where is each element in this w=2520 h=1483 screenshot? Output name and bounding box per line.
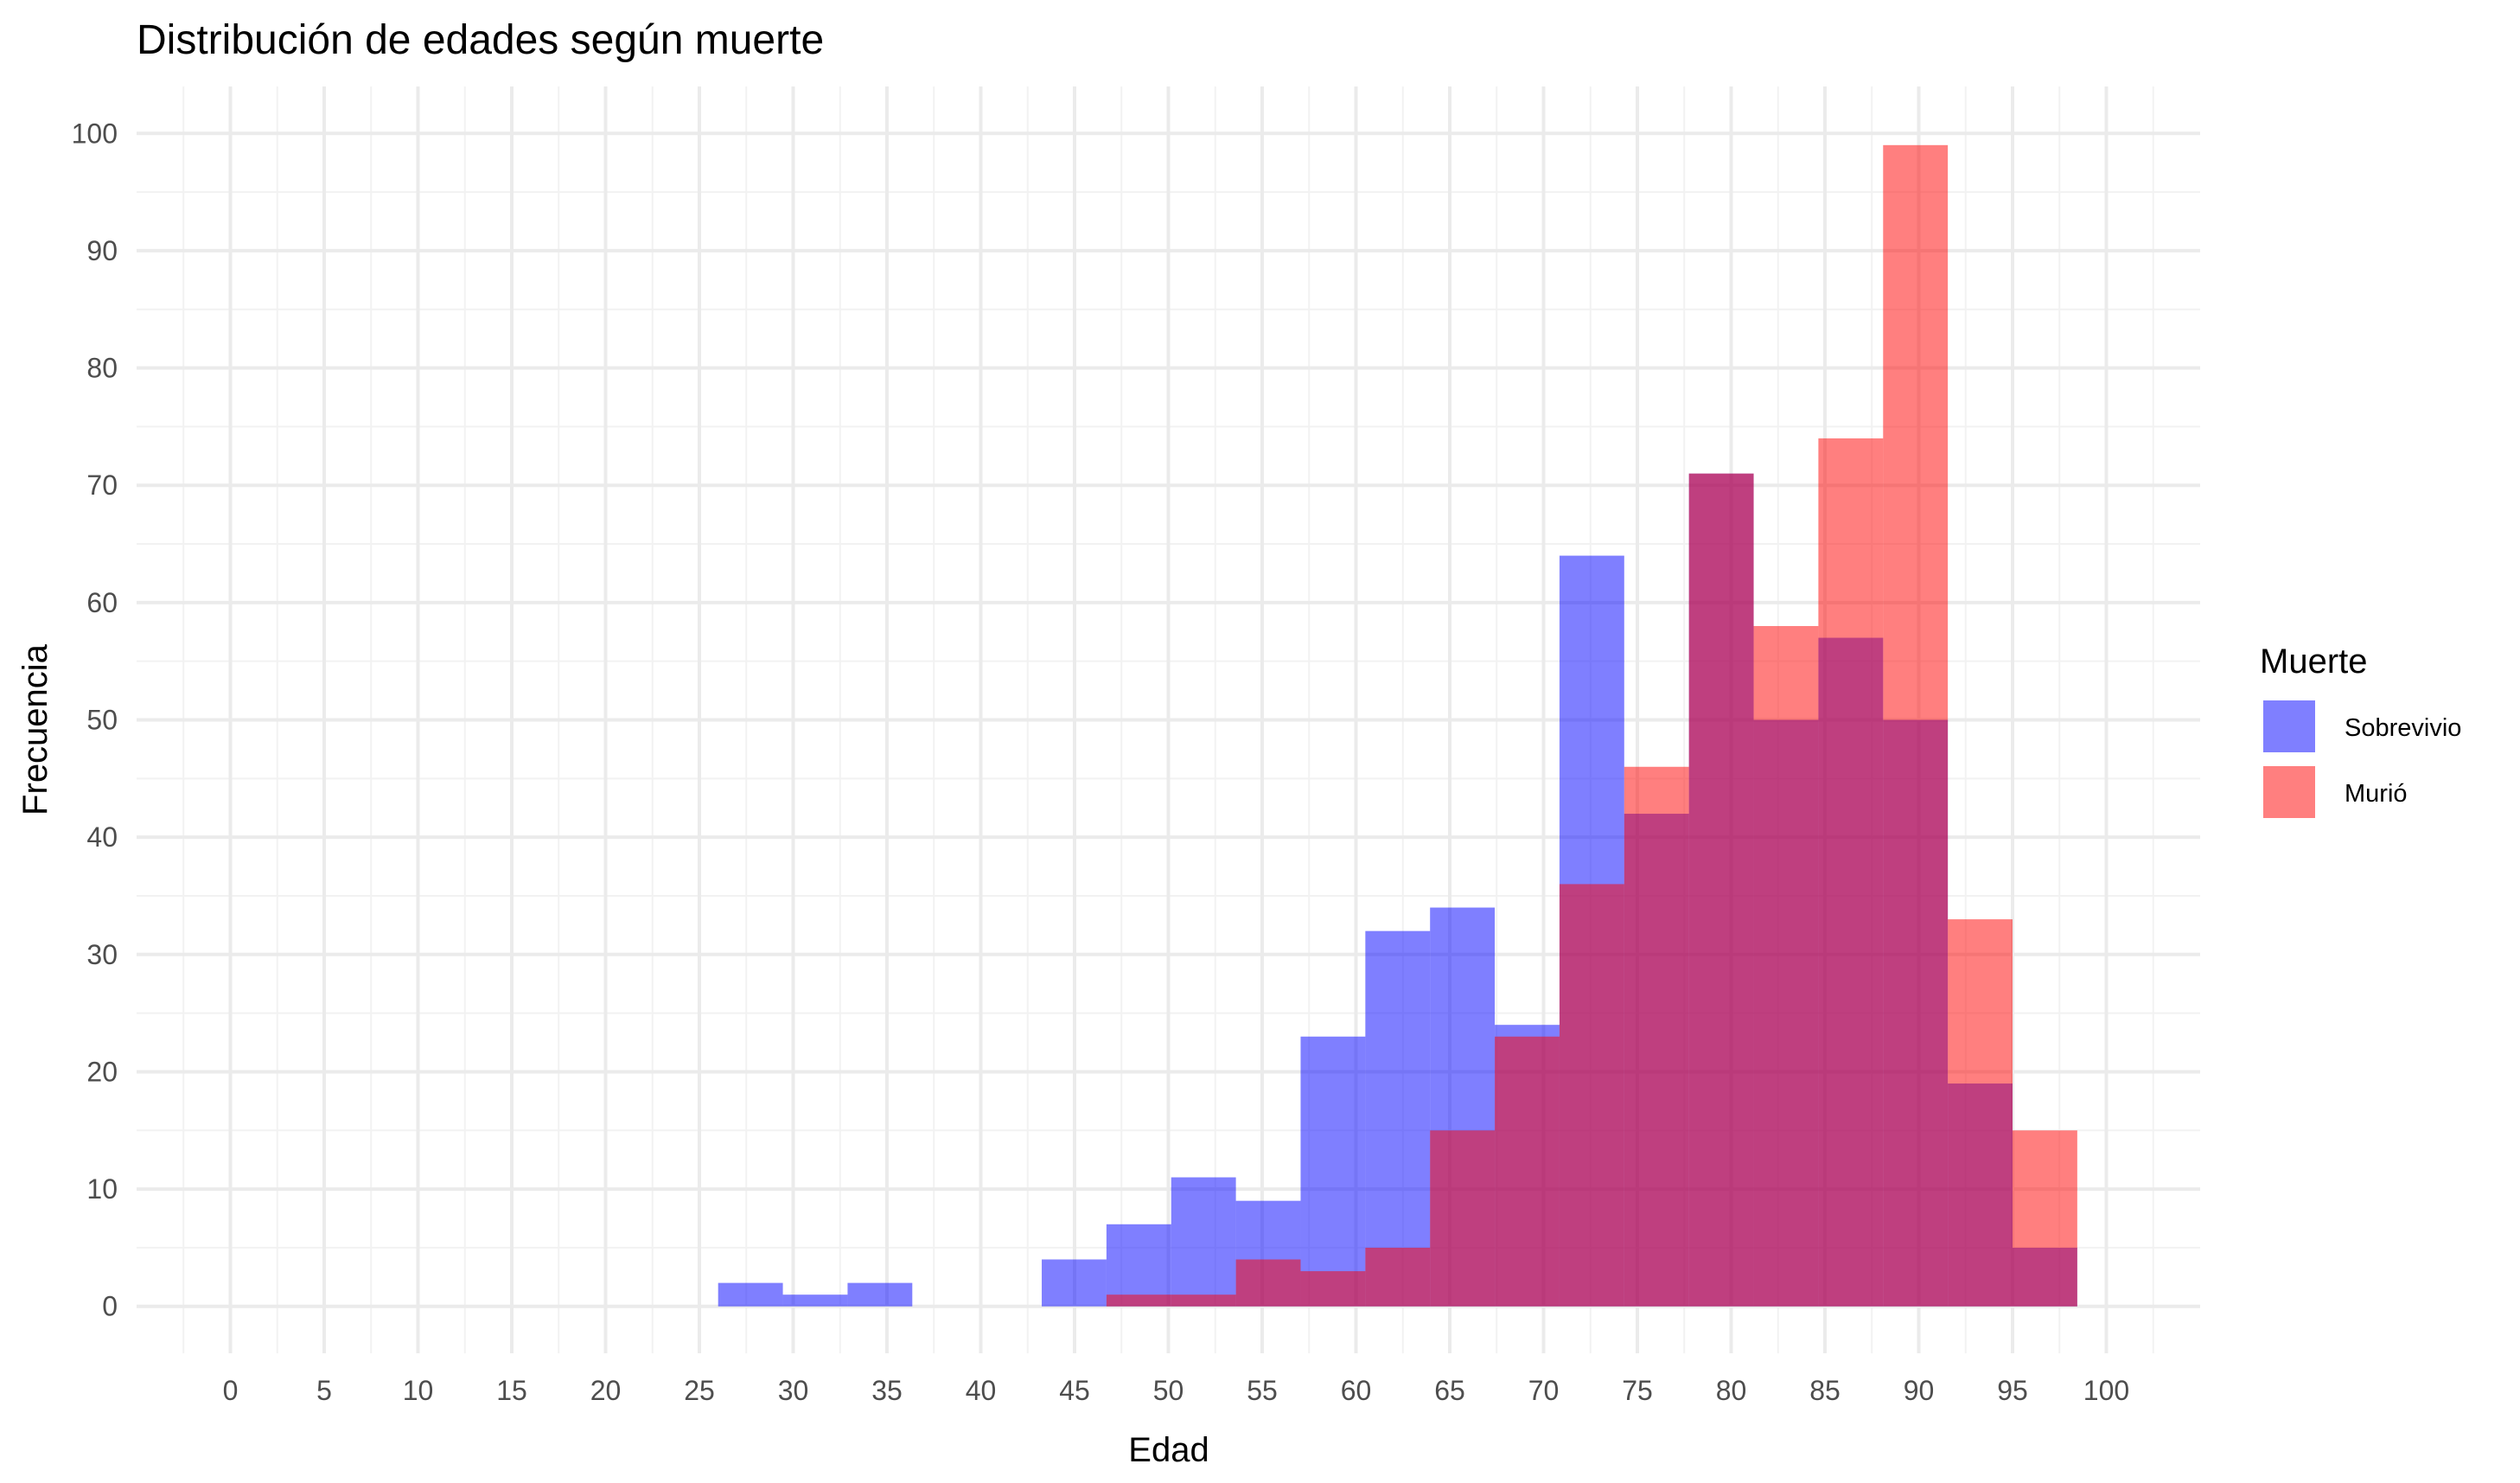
- y-tick-label: 90: [86, 235, 118, 266]
- x-tick-label: 25: [684, 1375, 715, 1406]
- legend-label: Murió: [2345, 780, 2408, 808]
- x-tick-label: 50: [1153, 1375, 1184, 1406]
- y-tick-label: 70: [86, 470, 118, 501]
- x-tick-label: 80: [1716, 1375, 1747, 1406]
- x-tick-label: 60: [1341, 1375, 1372, 1406]
- bar: [1106, 1294, 1171, 1307]
- series-2: [1106, 144, 2077, 1307]
- y-tick-label: 0: [102, 1291, 118, 1322]
- legend-swatch: [2263, 700, 2315, 752]
- y-tick-label: 40: [86, 821, 118, 853]
- legend: Muerte Sobrevivio Murió: [2260, 642, 2461, 821]
- x-tick-label: 45: [1059, 1375, 1090, 1406]
- x-tick-label: 95: [1997, 1375, 2028, 1406]
- bar: [1559, 884, 1624, 1307]
- bar: [847, 1282, 913, 1307]
- bar: [718, 1282, 783, 1307]
- bar: [1300, 1036, 1366, 1307]
- x-tick-label: 70: [1528, 1375, 1560, 1406]
- chart-title: Distribución de edades según muerte: [137, 17, 824, 63]
- y-tick-label: 50: [86, 705, 118, 736]
- y-tick-label: 80: [86, 353, 118, 384]
- bar: [1624, 766, 1689, 1307]
- bar: [1495, 1036, 1560, 1307]
- bar: [1818, 438, 1884, 1307]
- legend-items: Sobrevivio Murió: [2260, 697, 2461, 821]
- x-tick-label: 90: [1904, 1375, 1935, 1406]
- x-axis-title: Edad: [1128, 1431, 1209, 1469]
- bar: [1883, 144, 1949, 1307]
- x-tick-label: 5: [316, 1375, 332, 1406]
- y-tick-label: 100: [72, 118, 118, 149]
- x-tick-label: 0: [223, 1375, 239, 1406]
- x-axis-ticks: 0 5 10 15 20 25 30 35 40 45 50 55 60 65 70 75 80 85 90 95 10…: [223, 1375, 2130, 1406]
- x-tick-label: 100: [2083, 1375, 2129, 1406]
- x-tick-label: 40: [966, 1375, 997, 1406]
- y-tick-label: 30: [86, 939, 118, 970]
- bar: [1042, 1259, 1107, 1307]
- legend-label: Sobrevivio: [2345, 714, 2461, 742]
- bar: [1235, 1259, 1301, 1307]
- bar: [1171, 1294, 1236, 1307]
- x-tick-label: 85: [1809, 1375, 1841, 1406]
- y-tick-label: 20: [86, 1056, 118, 1087]
- y-tick-label: 10: [86, 1173, 118, 1205]
- y-tick-label: 60: [86, 587, 118, 618]
- x-tick-label: 65: [1434, 1375, 1465, 1406]
- bar: [1948, 919, 2013, 1307]
- bars: [718, 144, 2077, 1307]
- bar: [1688, 473, 1754, 1307]
- bar: [1365, 1247, 1431, 1307]
- x-tick-label: 10: [403, 1375, 434, 1406]
- bar: [1753, 625, 1819, 1307]
- x-tick-label: 55: [1247, 1375, 1278, 1406]
- bar: [2013, 1130, 2077, 1307]
- bar: [1106, 1224, 1171, 1307]
- y-axis-title: Frecuencia: [16, 643, 54, 815]
- bar: [782, 1294, 848, 1307]
- x-tick-label: 30: [778, 1375, 809, 1406]
- x-tick-label: 15: [496, 1375, 527, 1406]
- bar: [1171, 1177, 1236, 1307]
- x-tick-label: 20: [590, 1375, 622, 1406]
- bar: [1300, 1271, 1366, 1307]
- bar: [1430, 1130, 1496, 1307]
- legend-swatch: [2263, 766, 2315, 818]
- x-tick-label: 75: [1622, 1375, 1653, 1406]
- y-axis-ticks: 0 10 20 30 40 50 60 70 80 90 100: [72, 118, 118, 1321]
- bar: [1365, 930, 1431, 1307]
- x-tick-label: 35: [871, 1375, 903, 1406]
- legend-title: Muerte: [2260, 642, 2368, 681]
